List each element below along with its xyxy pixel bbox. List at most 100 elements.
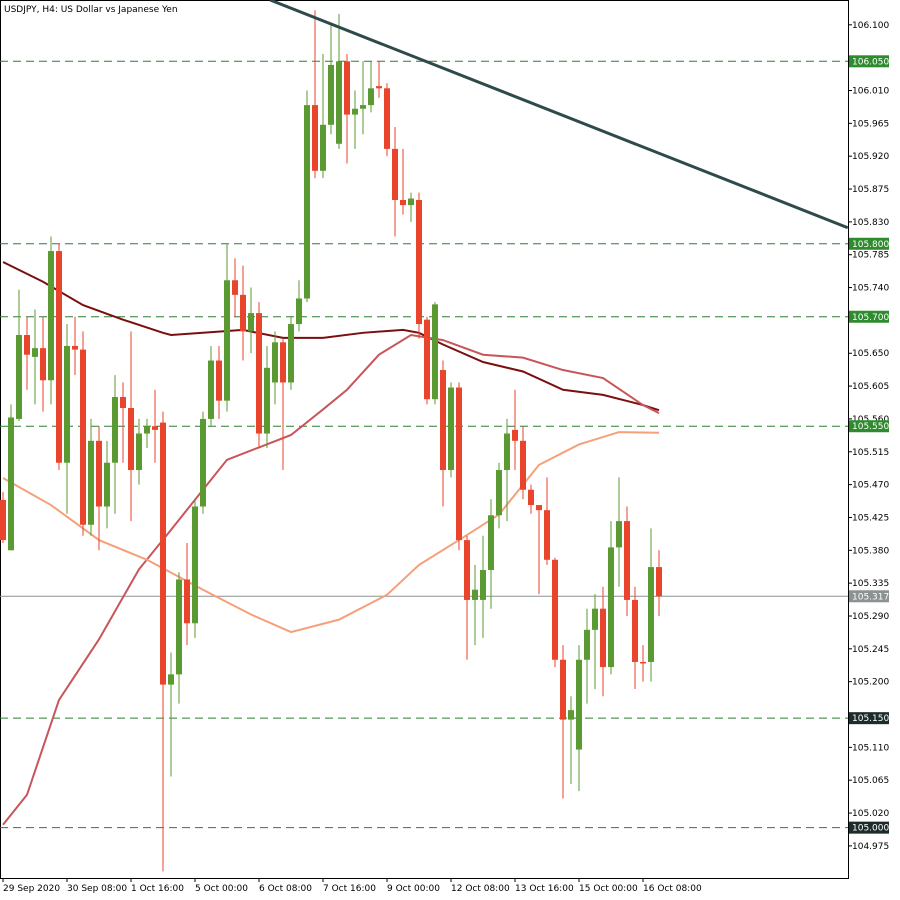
candle-body	[648, 567, 654, 662]
y-tick-label: 104.975	[852, 842, 889, 852]
level-label-box	[849, 712, 889, 725]
candle-body	[248, 313, 254, 332]
candle-body	[256, 313, 262, 434]
plot-frame	[0, 0, 849, 879]
candle-body	[144, 426, 150, 434]
candle-body	[136, 433, 142, 471]
candle-body	[536, 505, 542, 511]
candle-body	[272, 342, 278, 383]
moving-average	[2, 261, 660, 412]
candle-body	[328, 64, 334, 125]
candle-body	[480, 570, 486, 600]
y-tick-label: 105.020	[852, 809, 889, 819]
candle-body	[400, 199, 406, 206]
x-tick-label: 9 Oct 00:00	[387, 884, 440, 894]
candle-body	[184, 579, 190, 624]
y-tick-label: 105.110	[852, 743, 889, 753]
candle-body	[376, 86, 382, 89]
candle-body	[48, 251, 54, 381]
candle-body	[584, 629, 590, 660]
x-tick-label: 30 Sep 08:00	[67, 884, 127, 894]
candle-body	[232, 280, 238, 295]
candle-body	[8, 417, 14, 551]
candle-body	[528, 489, 534, 506]
candle-body	[560, 659, 566, 720]
candle-body	[624, 521, 630, 600]
x-tick-label: 1 Oct 16:00	[131, 884, 184, 894]
y-tick-label: 105.830	[852, 218, 889, 228]
chart-title: USDJPY, H4: US Dollar vs Japanese Yen	[4, 5, 178, 15]
candle-body	[632, 599, 638, 662]
candle-body	[192, 506, 198, 624]
candle-body	[168, 674, 174, 685]
candle-body	[592, 608, 598, 630]
trendline	[269, 0, 849, 230]
candle-body	[80, 349, 86, 525]
candle-body	[504, 433, 510, 471]
y-tick-label: 105.290	[852, 612, 889, 622]
candle-body	[656, 567, 662, 597]
level-label: 105.700	[852, 313, 889, 323]
candle-body	[520, 440, 526, 490]
candle-body	[384, 88, 390, 149]
x-tick-label: 13 Oct 16:00	[515, 884, 574, 894]
candle-body	[568, 710, 574, 720]
y-tick-label: 105.740	[852, 284, 889, 294]
y-tick-label: 105.785	[852, 251, 889, 261]
x-tick-label: 12 Oct 08:00	[451, 884, 510, 894]
last-price-box	[849, 590, 889, 603]
y-tick-label: 105.245	[852, 645, 889, 655]
candle-body	[288, 324, 294, 383]
level-label: 105.150	[852, 714, 889, 724]
level-label: 106.050	[852, 57, 889, 67]
candle-body	[408, 198, 414, 206]
y-tick-label: 105.380	[852, 546, 889, 556]
candle-body	[32, 348, 38, 357]
candle-body	[280, 342, 286, 383]
candle-body	[112, 397, 118, 463]
candle-body	[72, 345, 78, 350]
level-label-box	[849, 821, 889, 834]
candle-body	[120, 397, 126, 408]
candle-body	[576, 659, 582, 750]
candle-body	[424, 319, 430, 400]
candle-body	[312, 105, 318, 171]
candle-body	[416, 199, 422, 325]
candle-body	[440, 370, 446, 471]
candle-body	[392, 148, 398, 200]
candle-body	[264, 367, 270, 434]
candle-body	[320, 124, 326, 171]
x-tick-label: 5 Oct 00:00	[195, 884, 248, 894]
candle-body	[56, 251, 62, 463]
candle-body	[200, 418, 206, 507]
candle-body	[600, 608, 606, 668]
candle-body	[224, 280, 230, 401]
level-label-box	[849, 237, 889, 250]
candle-body	[176, 579, 182, 675]
level-label: 105.800	[852, 240, 889, 250]
candle-body	[88, 440, 94, 525]
candle-body	[336, 61, 342, 144]
x-tick-label: 6 Oct 08:00	[259, 884, 312, 894]
x-tick-label: 29 Sep 2020	[3, 884, 60, 894]
candle-body	[488, 515, 494, 571]
y-tick-label: 105.605	[852, 382, 889, 392]
candle-body	[208, 360, 214, 419]
level-label-box	[849, 55, 889, 68]
candle-body	[296, 298, 302, 325]
y-tick-label: 105.470	[852, 481, 889, 491]
y-tick-label: 105.200	[852, 678, 889, 688]
candle-body	[304, 105, 310, 299]
candle-body	[512, 429, 518, 441]
candle-body	[368, 88, 374, 106]
candle-body	[640, 661, 646, 664]
y-tick-label: 105.650	[852, 349, 889, 359]
candle-body	[464, 540, 470, 600]
candle-body	[64, 345, 70, 463]
moving-average	[2, 431, 660, 634]
candle-body	[432, 304, 438, 400]
level-label: 105.000	[852, 824, 889, 834]
candle-body	[104, 462, 110, 507]
